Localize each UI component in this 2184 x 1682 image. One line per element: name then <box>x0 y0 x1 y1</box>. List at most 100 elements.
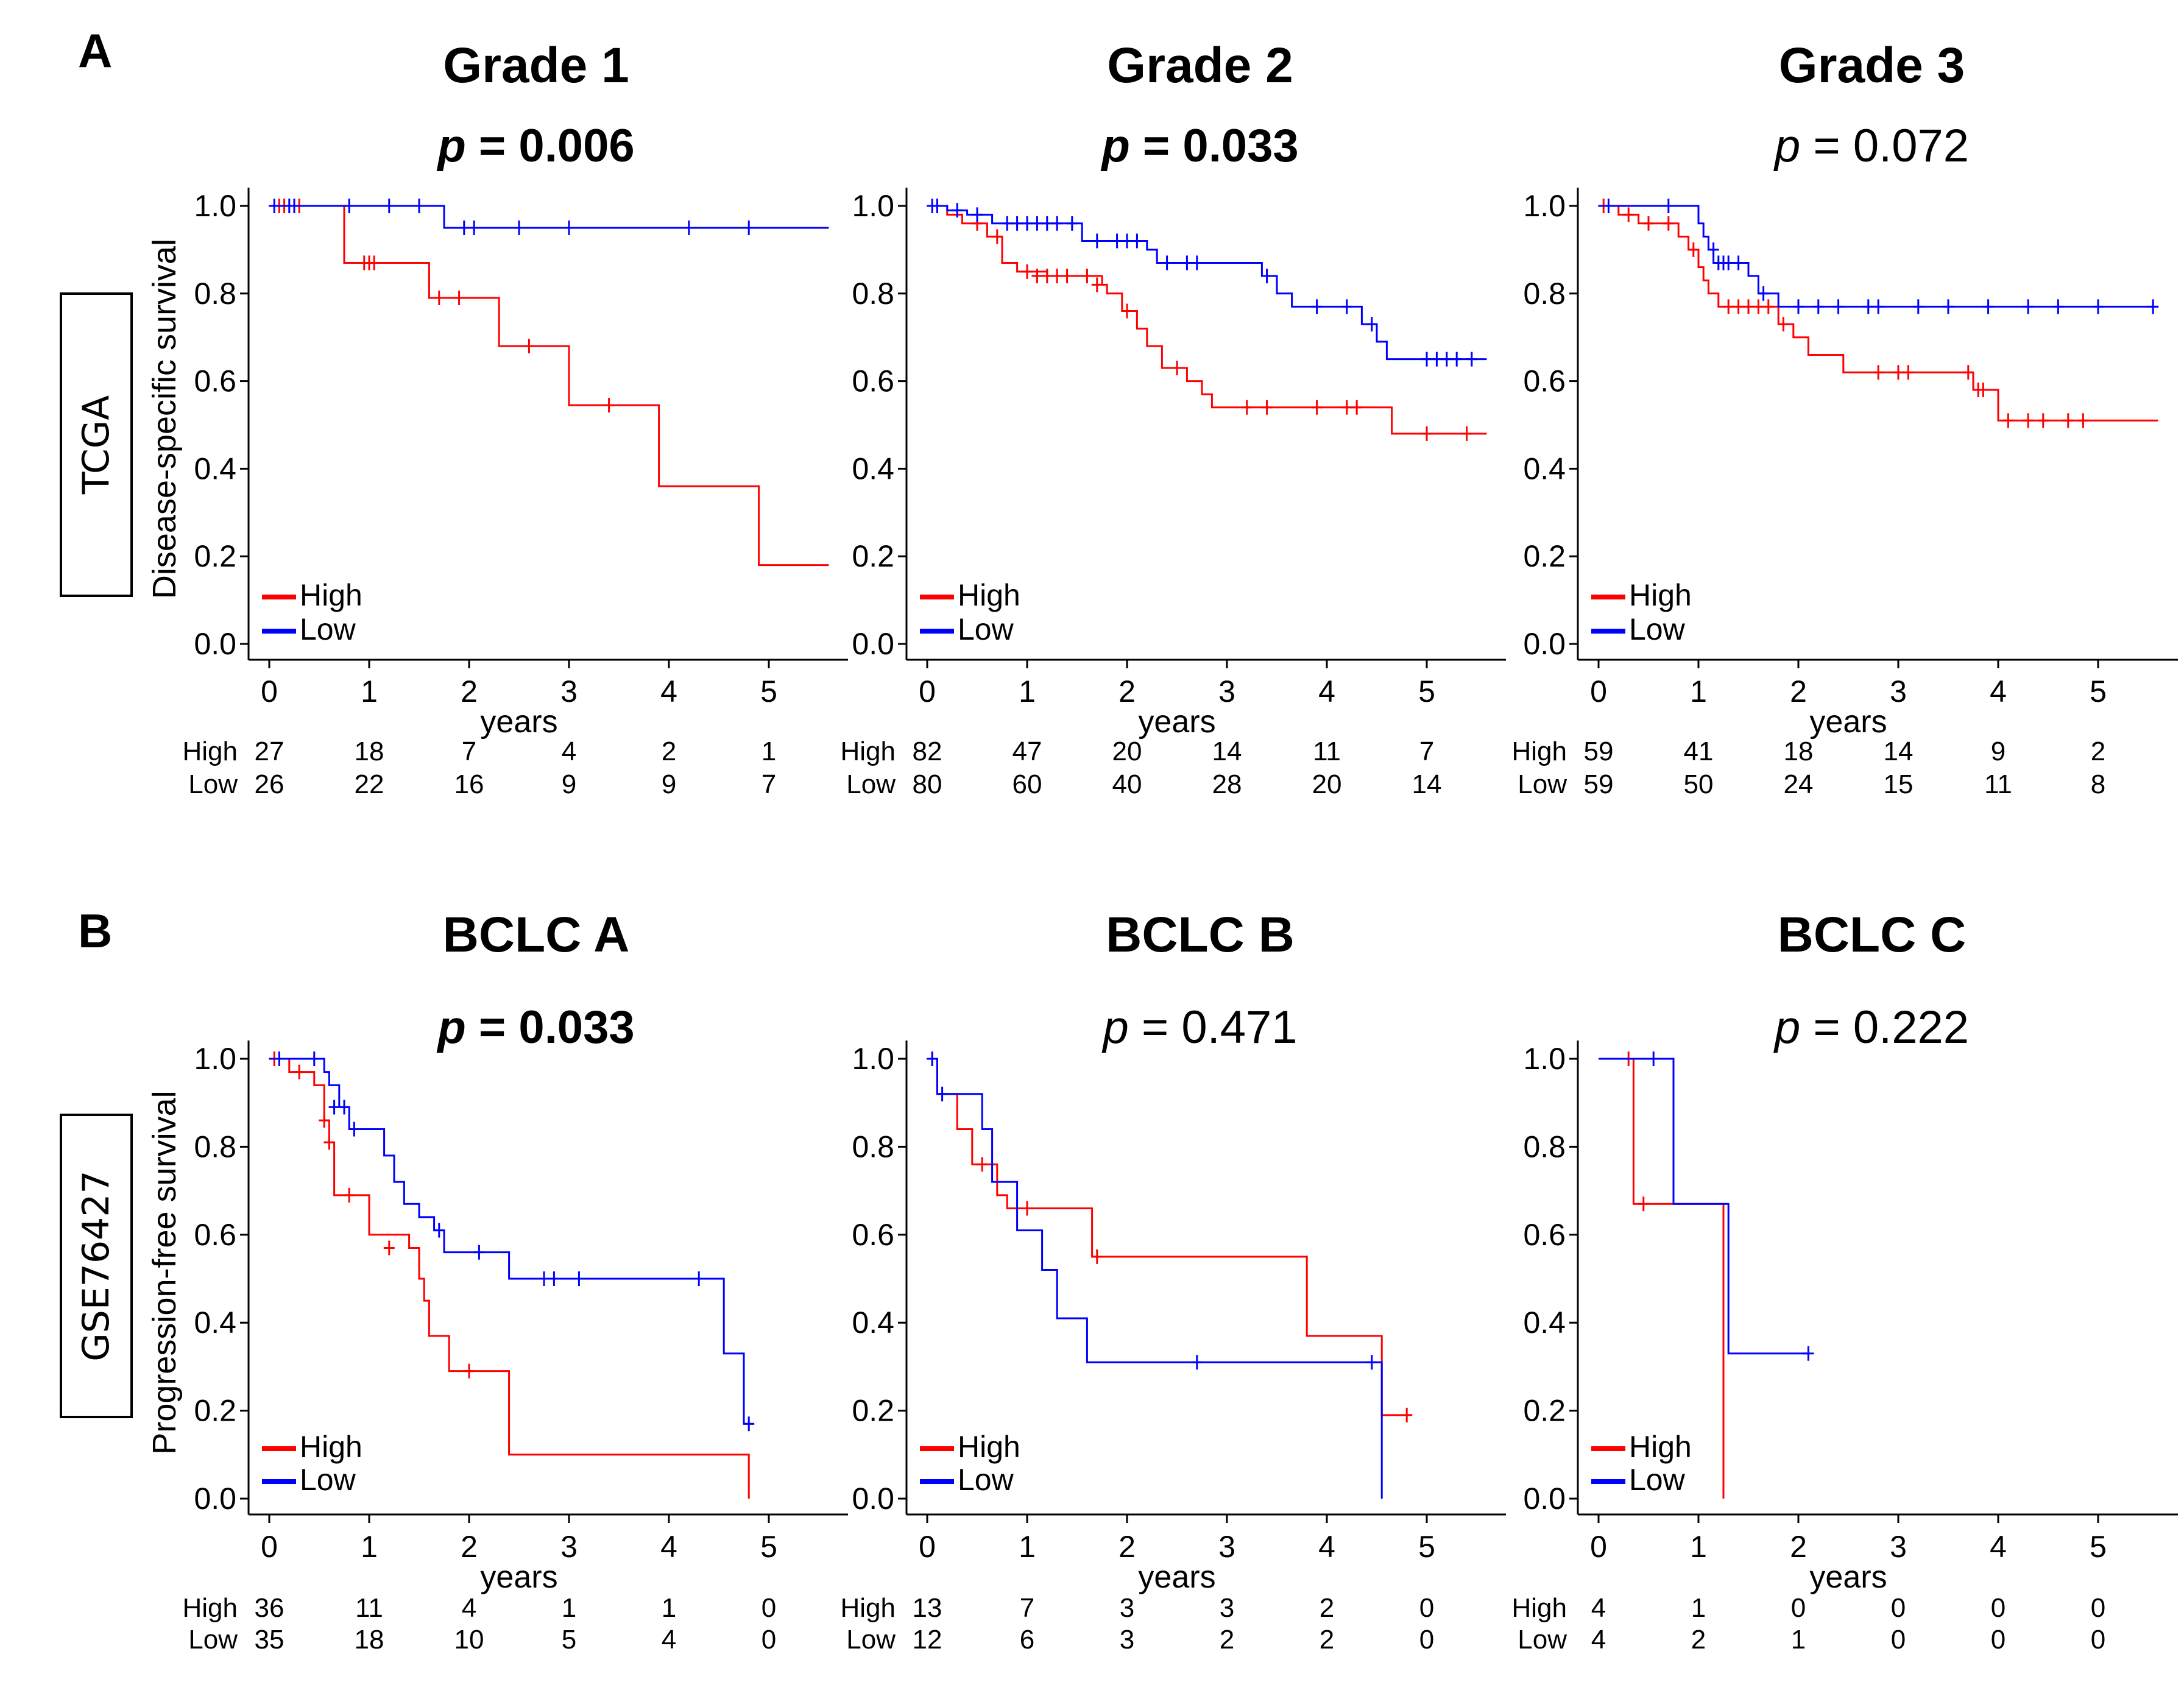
y-axis-label: Progression-free survival <box>146 1090 183 1454</box>
risk-count-low: 22 <box>355 769 384 799</box>
legend-label-low: Low <box>958 1463 1014 1497</box>
km-curve-low <box>1599 1058 1809 1355</box>
y-tick-label: 0.6 <box>852 364 894 398</box>
risk-count-high: 13 <box>913 1593 942 1623</box>
x-tick-label: 0 <box>919 1530 936 1564</box>
y-tick-label: 0.2 <box>1523 539 1566 573</box>
p-value: = 0.006 <box>466 120 635 172</box>
x-tick-label: 2 <box>1790 674 1807 708</box>
x-tick-label: 1 <box>1019 674 1036 708</box>
y-tick-label: 0.6 <box>1523 1218 1566 1252</box>
risk-count-high: 82 <box>913 737 942 766</box>
x-tick-label: 1 <box>1690 674 1707 708</box>
x-axis-label: years <box>480 704 557 740</box>
x-tick-label: 0 <box>261 1530 278 1564</box>
risk-count-low: 8 <box>2091 769 2105 799</box>
risk-row-label-low: Low <box>1518 1625 1567 1655</box>
risk-count-low: 12 <box>913 1625 942 1655</box>
y-tick-label: 0.8 <box>852 1129 894 1164</box>
y-tick-label: 0.4 <box>852 1306 894 1340</box>
panel-title: Grade 3 <box>1779 38 1965 93</box>
x-tick-label: 5 <box>760 1530 777 1564</box>
y-tick-label: 0.2 <box>194 1394 236 1428</box>
risk-count-high: 2 <box>1320 1593 1334 1623</box>
p-value-label: p = 0.471 <box>1101 1002 1297 1053</box>
risk-count-low: 0 <box>1991 1625 2006 1655</box>
y-tick-label: 0.4 <box>194 1306 236 1340</box>
panel-title: BCLC A <box>443 907 630 963</box>
risk-count-low: 15 <box>1884 769 1914 799</box>
risk-count-high: 18 <box>355 737 384 766</box>
risk-count-high: 9 <box>1991 737 2006 766</box>
x-tick-label: 0 <box>919 674 936 708</box>
risk-count-high: 0 <box>1791 1593 1806 1623</box>
y-tick-label: 0.6 <box>852 1218 894 1252</box>
risk-count-high: 3 <box>1120 1593 1134 1623</box>
panel-title: BCLC C <box>1778 907 1967 963</box>
legend-label-low: Low <box>300 612 356 646</box>
risk-count-high: 36 <box>255 1593 284 1623</box>
risk-count-low: 0 <box>1891 1625 1906 1655</box>
p-symbol: p <box>1773 1002 1800 1053</box>
p-symbol: p <box>1100 120 1129 172</box>
km-curve-low <box>927 1058 1383 1499</box>
km-curve-high <box>927 205 1487 435</box>
km-curve-low <box>927 205 1487 361</box>
risk-count-low: 2 <box>1691 1625 1706 1655</box>
p-symbol: p <box>1101 1002 1128 1053</box>
x-tick-label: 0 <box>261 674 278 708</box>
risk-count-low: 4 <box>1591 1625 1606 1655</box>
y-tick-label: 0.4 <box>1523 1306 1566 1340</box>
risk-row-label-high: High <box>841 737 896 766</box>
risk-count-high: 7 <box>462 737 476 766</box>
risk-count-high: 3 <box>1220 1593 1234 1623</box>
y-tick-label: 1.0 <box>1523 189 1566 223</box>
risk-row-label-low: Low <box>846 1625 896 1655</box>
y-tick-label: 0.8 <box>1523 1129 1566 1164</box>
risk-count-low: 10 <box>454 1625 484 1655</box>
x-tick-label: 3 <box>560 1530 578 1564</box>
risk-count-high: 11 <box>1313 737 1341 766</box>
legend-label-high: High <box>1629 1430 1692 1464</box>
panel-title: Grade 2 <box>1107 38 1293 93</box>
risk-count-low: 35 <box>255 1625 284 1655</box>
panel-letter-A: A <box>78 24 112 77</box>
risk-count-high: 4 <box>562 737 576 766</box>
risk-row-label-low: Low <box>188 1625 238 1655</box>
y-tick-label: 1.0 <box>194 1042 236 1076</box>
p-value: = 0.471 <box>1129 1002 1298 1053</box>
risk-count-low: 2 <box>1320 1625 1334 1655</box>
risk-count-low: 24 <box>1784 769 1814 799</box>
risk-count-high: 20 <box>1112 737 1142 766</box>
legend-label-high: High <box>958 1430 1020 1464</box>
risk-count-low: 0 <box>762 1625 776 1655</box>
risk-count-low: 7 <box>762 769 776 799</box>
y-tick-label: 0.0 <box>194 1482 236 1516</box>
y-axis-label: Disease-specific survival <box>146 239 183 599</box>
legend-label-high: High <box>300 578 362 612</box>
risk-count-low: 9 <box>562 769 576 799</box>
x-tick-label: 5 <box>760 674 777 708</box>
x-tick-label: 5 <box>2090 674 2107 708</box>
risk-count-high: 2 <box>662 737 676 766</box>
x-tick-label: 4 <box>1990 1530 2007 1564</box>
x-tick-label: 2 <box>461 674 478 708</box>
risk-count-low: 2 <box>1220 1625 1234 1655</box>
cohort-label-1: GSE76427 <box>75 1170 118 1361</box>
risk-count-high: 1 <box>762 737 776 766</box>
x-tick-label: 0 <box>1590 1530 1607 1564</box>
legend-label-low: Low <box>958 612 1014 646</box>
y-tick-label: 0.0 <box>852 627 894 661</box>
panel-letter-B: B <box>78 904 112 958</box>
risk-count-high: 27 <box>255 737 284 766</box>
risk-count-high: 0 <box>1891 1593 1906 1623</box>
y-tick-label: 0.2 <box>852 539 894 573</box>
y-tick-label: 1.0 <box>852 189 894 223</box>
p-value-label: p = 0.222 <box>1773 1002 1969 1053</box>
y-tick-label: 1.0 <box>1523 1042 1566 1076</box>
y-tick-label: 0.6 <box>1523 364 1566 398</box>
risk-count-high: 1 <box>662 1593 676 1623</box>
legend-label-high: High <box>1629 578 1692 612</box>
risk-count-high: 0 <box>2091 1593 2105 1623</box>
y-tick-label: 0.0 <box>1523 627 1566 661</box>
